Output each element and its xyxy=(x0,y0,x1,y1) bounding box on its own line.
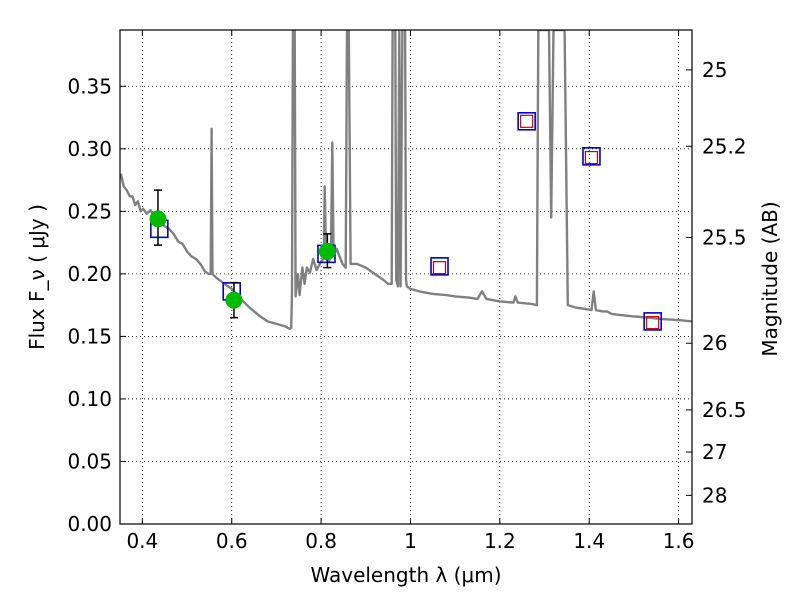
observed-point xyxy=(318,242,336,260)
plot-clip xyxy=(120,30,692,331)
y-tick-label: 0.20 xyxy=(67,262,112,286)
observed-point xyxy=(149,210,167,228)
y-tick-label: 0.25 xyxy=(67,199,112,223)
y-tick-label: 0.10 xyxy=(67,387,112,411)
right-axis-label: Magnitude (AB) xyxy=(758,201,782,356)
plot-frame xyxy=(119,29,693,525)
plot-area xyxy=(120,30,692,331)
y-tick-label: 0.15 xyxy=(67,324,112,348)
mag-tick-label: 25 xyxy=(702,58,727,82)
model-photometry-box xyxy=(430,257,449,276)
x-tick-label: 1.4 xyxy=(573,529,605,553)
x-tick-label: 0.8 xyxy=(305,529,337,553)
x-axis-label: Wavelength λ (μm) xyxy=(310,563,501,587)
observed-point xyxy=(225,291,243,309)
y-tick-label: 0.30 xyxy=(67,137,112,161)
mag-tick-label: 28 xyxy=(702,483,727,507)
observed-box xyxy=(646,316,660,330)
y-tick-label: 0.00 xyxy=(67,512,112,536)
observed-box xyxy=(584,150,599,165)
model-spectrum-line xyxy=(120,30,692,331)
x-tick-label: 0.4 xyxy=(126,529,158,553)
mag-tick-label: 25.2 xyxy=(702,134,747,158)
x-tick-label: 1 xyxy=(404,529,417,553)
model-photometry-box xyxy=(517,111,536,131)
x-tick-label: 1.2 xyxy=(484,529,516,553)
y-tick-label: 0.35 xyxy=(67,74,112,98)
x-tick-label: 1.6 xyxy=(663,529,695,553)
mag-tick-label: 26 xyxy=(702,331,727,355)
observed-box xyxy=(520,114,534,128)
x-tick-label: 0.6 xyxy=(216,529,248,553)
mag-tick-label: 27 xyxy=(702,440,727,464)
model-photometry-box xyxy=(643,312,662,331)
observed-box xyxy=(432,261,447,275)
model-photometry-box xyxy=(582,147,601,166)
y-tick-label: 0.05 xyxy=(67,449,112,473)
mag-tick-label: 26.5 xyxy=(702,398,747,422)
axes: 0.4 0.6 0.8 1 1.2 1.4 1.6 0.00 0.05 0.10 0.15 0.20 0… xyxy=(67,29,747,553)
y-axis-label: Flux F_ν ( μJy ) xyxy=(25,204,49,350)
mag-tick-label: 25.5 xyxy=(702,225,747,249)
